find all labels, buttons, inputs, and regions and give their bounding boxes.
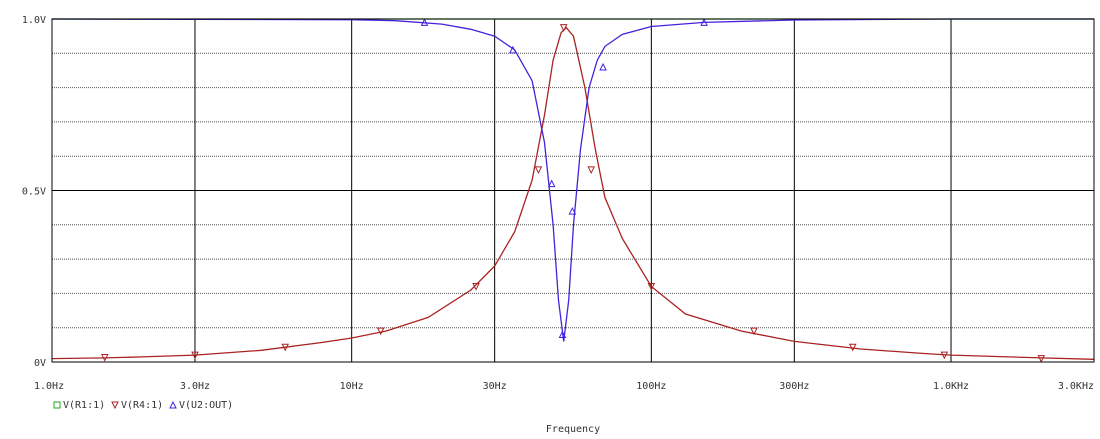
y-tick-label: 0.5V bbox=[22, 187, 46, 198]
series-marker bbox=[1037, 355, 1046, 363]
plot-frame bbox=[51, 18, 1095, 363]
x-tick-label: 100Hz bbox=[636, 381, 666, 392]
axis-ticks: 1.0Hz 3.0Hz 10Hz 30Hz 100Hz 300Hz 1.0KHz 3.0KHz… bbox=[22, 15, 1094, 392]
x-tick-label: 1.0KHz bbox=[933, 381, 969, 392]
legend: V(R1:1) V(R4:1) V(U2:OUT) bbox=[53, 400, 233, 411]
series-marker bbox=[100, 354, 109, 362]
series-marker bbox=[281, 343, 290, 352]
series-marker bbox=[647, 283, 656, 291]
legend-item-label: V(R1:1) bbox=[63, 400, 105, 411]
series-marker bbox=[509, 45, 517, 54]
series-marker bbox=[472, 283, 480, 291]
series-marker bbox=[191, 351, 199, 360]
series-marker bbox=[568, 206, 577, 215]
series-marker bbox=[559, 24, 568, 32]
x-tick-label: 30Hz bbox=[483, 381, 507, 392]
series-marker bbox=[420, 18, 429, 26]
y-tick-label: 0V bbox=[34, 358, 46, 369]
series-marker bbox=[587, 166, 596, 175]
legend-item-label: V(U2:OUT) bbox=[179, 400, 233, 411]
series-line-v-r4-1 bbox=[51, 26, 1095, 360]
series-marker bbox=[534, 166, 543, 175]
x-axis-label: Frequency bbox=[546, 424, 600, 435]
x-tick-label: 1.0Hz bbox=[34, 381, 64, 392]
legend-item-label: V(R4:1) bbox=[121, 400, 163, 411]
x-tick-label: 3.0Hz bbox=[180, 381, 210, 392]
series-marker bbox=[376, 327, 385, 336]
series-marker bbox=[750, 327, 758, 336]
x-tick-label: 300Hz bbox=[779, 381, 809, 392]
series-marker bbox=[558, 330, 567, 339]
series-marker bbox=[53, 401, 61, 409]
y-tick-label: 1.0V bbox=[22, 15, 46, 26]
series-marker bbox=[169, 400, 177, 409]
series-marker bbox=[700, 18, 708, 26]
series-marker bbox=[111, 401, 119, 410]
grid bbox=[51, 18, 1095, 363]
series-marker bbox=[848, 343, 857, 352]
series-marker bbox=[599, 62, 607, 71]
x-tick-label: 10Hz bbox=[340, 381, 364, 392]
series-line-v-u2-out bbox=[51, 18, 1094, 342]
series-marker bbox=[547, 179, 556, 188]
series-marker bbox=[940, 351, 949, 360]
x-tick-label: 3.0KHz bbox=[1058, 381, 1094, 392]
